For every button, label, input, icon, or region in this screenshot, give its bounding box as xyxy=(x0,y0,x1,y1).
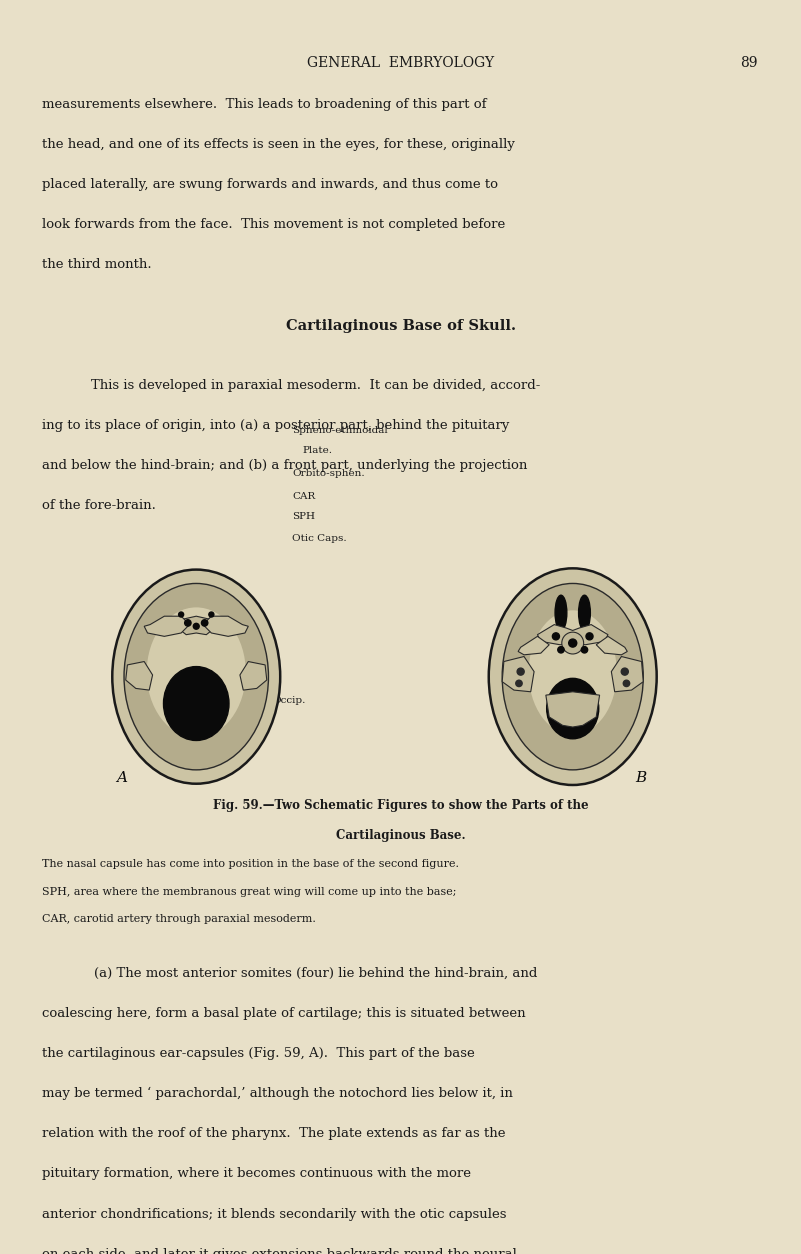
Text: of the fore-brain.: of the fore-brain. xyxy=(42,499,155,512)
Circle shape xyxy=(201,619,207,626)
Text: the head, and one of its effects is seen in the eyes, for these, originally: the head, and one of its effects is seen… xyxy=(42,138,514,150)
Text: B: B xyxy=(636,771,647,785)
Polygon shape xyxy=(178,616,215,635)
Text: Spheno-ethmoidal: Spheno-ethmoidal xyxy=(292,426,388,435)
Text: ing to its place of origin, into (a) a posterior part, behind the pituitary: ing to its place of origin, into (a) a p… xyxy=(42,419,509,431)
Ellipse shape xyxy=(163,667,229,740)
Text: the cartilaginous ear-capsules (Fig. 59, A).  This part of the base: the cartilaginous ear-capsules (Fig. 59,… xyxy=(42,1047,474,1060)
Text: placed laterally, are swung forwards and inwards, and thus come to: placed laterally, are swung forwards and… xyxy=(42,178,497,191)
Circle shape xyxy=(562,632,584,655)
Ellipse shape xyxy=(547,678,598,739)
Ellipse shape xyxy=(555,596,567,631)
Text: Cartilaginous Base of Skull.: Cartilaginous Base of Skull. xyxy=(285,319,516,332)
Text: anterior chondrifications; it blends secondarily with the otic capsules: anterior chondrifications; it blends sec… xyxy=(42,1208,506,1220)
Circle shape xyxy=(179,612,183,617)
Text: look forwards from the face.  This movement is not completed before: look forwards from the face. This moveme… xyxy=(42,218,505,231)
Ellipse shape xyxy=(124,583,268,770)
Text: Fig. 59.—Two Schematic Figures to show the Parts of the: Fig. 59.—Two Schematic Figures to show t… xyxy=(213,799,588,811)
Polygon shape xyxy=(537,624,608,645)
Polygon shape xyxy=(596,636,627,655)
Circle shape xyxy=(622,668,628,675)
Text: measurements elsewhere.  This leads to broadening of this part of: measurements elsewhere. This leads to br… xyxy=(42,98,486,110)
Text: the third month.: the third month. xyxy=(42,258,151,271)
Circle shape xyxy=(586,633,593,640)
Circle shape xyxy=(582,647,588,653)
Text: CAR: CAR xyxy=(292,492,316,500)
Ellipse shape xyxy=(529,611,617,735)
Ellipse shape xyxy=(147,607,246,737)
Polygon shape xyxy=(611,657,643,692)
Text: pituitary formation, where it becomes continuous with the more: pituitary formation, where it becomes co… xyxy=(42,1167,471,1180)
Polygon shape xyxy=(240,662,267,690)
Text: SPH, area where the membranous great wing will come up into the base;: SPH, area where the membranous great win… xyxy=(42,887,456,897)
Polygon shape xyxy=(518,636,549,655)
Polygon shape xyxy=(144,616,190,636)
Text: GENERAL  EMBRYOLOGY: GENERAL EMBRYOLOGY xyxy=(307,55,494,70)
Circle shape xyxy=(209,612,214,617)
Polygon shape xyxy=(126,662,152,690)
Ellipse shape xyxy=(112,569,280,784)
Text: may be termed ‘ parachordal,’ although the notochord lies below it, in: may be termed ‘ parachordal,’ although t… xyxy=(42,1087,513,1101)
Circle shape xyxy=(623,680,630,687)
Circle shape xyxy=(553,633,559,640)
Text: Otic Caps.: Otic Caps. xyxy=(292,534,347,543)
Ellipse shape xyxy=(489,568,657,785)
Polygon shape xyxy=(203,616,248,636)
Text: (a) The most anterior somites (four) lie behind the hind-brain, and: (a) The most anterior somites (four) lie… xyxy=(94,967,537,979)
Text: Cartilaginous Base.: Cartilaginous Base. xyxy=(336,829,465,841)
Text: Orbito-sphen.: Orbito-sphen. xyxy=(292,469,365,478)
Text: CAR, carotid artery through paraxial mesoderm.: CAR, carotid artery through paraxial mes… xyxy=(42,914,316,924)
Text: SPH: SPH xyxy=(292,512,316,520)
Circle shape xyxy=(185,619,191,626)
Text: Occip.: Occip. xyxy=(272,696,306,705)
Circle shape xyxy=(557,647,564,653)
Text: and below the hind-brain; and (b) a front part, underlying the projection: and below the hind-brain; and (b) a fron… xyxy=(42,459,527,472)
Text: on each side, and later it gives extensions backwards round the neural: on each side, and later it gives extensi… xyxy=(42,1248,517,1254)
Ellipse shape xyxy=(502,583,643,770)
Circle shape xyxy=(569,640,577,647)
Polygon shape xyxy=(502,657,534,692)
Text: A: A xyxy=(116,771,127,785)
Text: This is developed in paraxial mesoderm.  It can be divided, accord-: This is developed in paraxial mesoderm. … xyxy=(91,379,541,391)
Ellipse shape xyxy=(578,596,590,631)
Circle shape xyxy=(517,668,524,675)
Text: The nasal capsule has come into position in the base of the second figure.: The nasal capsule has come into position… xyxy=(42,859,459,869)
Text: 89: 89 xyxy=(740,55,758,70)
Polygon shape xyxy=(545,692,600,727)
Text: Plate.: Plate. xyxy=(303,446,332,455)
Circle shape xyxy=(516,680,522,687)
Circle shape xyxy=(193,623,199,630)
Text: relation with the roof of the pharynx.  The plate extends as far as the: relation with the roof of the pharynx. T… xyxy=(42,1127,505,1140)
Text: coalescing here, form a basal plate of cartilage; this is situated between: coalescing here, form a basal plate of c… xyxy=(42,1007,525,1020)
